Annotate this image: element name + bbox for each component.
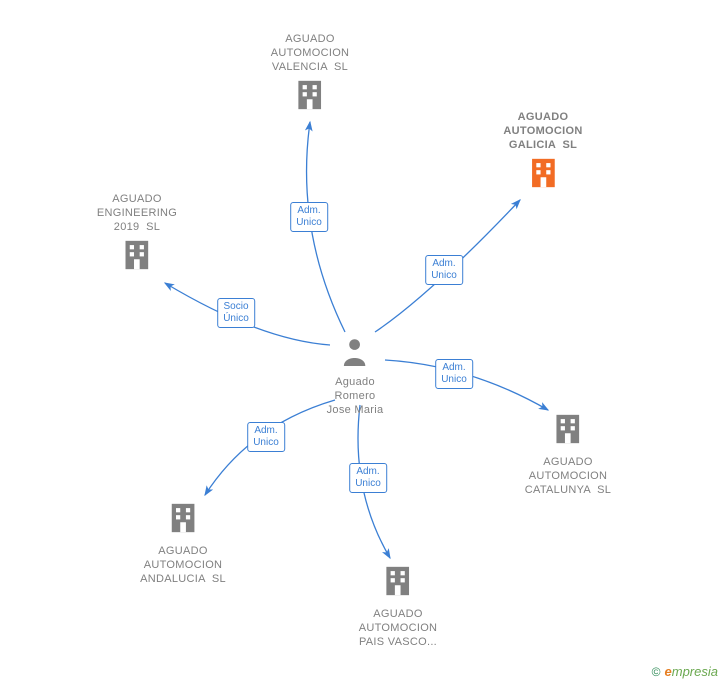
node-label: AGUADO AUTOMOCION PAIS VASCO...	[359, 607, 438, 649]
node-catalunya[interactable]: AGUADO AUTOMOCION CATALUNYA SL	[525, 408, 611, 497]
building-icon-wrapper	[166, 501, 200, 540]
node-label: AGUADO AUTOMOCION CATALUNYA SL	[525, 455, 611, 497]
building-icon	[381, 564, 415, 598]
building-icon-wrapper	[120, 238, 154, 277]
person-icon	[342, 336, 368, 366]
person-icon-wrapper	[342, 336, 368, 371]
edge-label-paisvasco: Adm. Unico	[349, 463, 387, 493]
edge-label-catalunya: Adm. Unico	[435, 359, 473, 389]
building-icon	[526, 156, 560, 190]
node-label: AGUADO ENGINEERING 2019 SL	[97, 192, 177, 234]
node-valencia[interactable]: AGUADO AUTOMOCION VALENCIA SL	[271, 32, 350, 121]
brand-name: empresia	[665, 664, 718, 679]
node-paisvasco[interactable]: AGUADO AUTOMOCION PAIS VASCO...	[359, 560, 438, 649]
building-icon	[551, 412, 585, 446]
edge-label-engineering: Socio Único	[217, 298, 255, 328]
node-engineering[interactable]: AGUADO ENGINEERING 2019 SL	[97, 192, 177, 281]
node-label: AGUADO AUTOMOCION ANDALUCIA SL	[140, 544, 226, 586]
edge-label-andalucia: Adm. Unico	[247, 422, 285, 452]
node-label: AGUADO AUTOMOCION VALENCIA SL	[271, 32, 350, 74]
building-icon	[120, 238, 154, 272]
edge-label-valencia: Adm. Unico	[290, 202, 328, 232]
building-icon	[166, 501, 200, 535]
center-node-person[interactable]: Aguado Romero Jose Maria	[327, 332, 384, 417]
edge-label-galicia: Adm. Unico	[425, 255, 463, 285]
node-label: AGUADO AUTOMOCION GALICIA SL	[503, 110, 582, 152]
building-icon-wrapper	[381, 564, 415, 603]
building-icon	[293, 78, 327, 112]
building-icon-wrapper	[551, 412, 585, 451]
diagram-stage: AGUADO AUTOMOCION VALENCIA SL AGUADO AUT…	[0, 0, 728, 685]
node-andalucia[interactable]: AGUADO AUTOMOCION ANDALUCIA SL	[140, 497, 226, 586]
watermark: © empresia	[652, 664, 718, 679]
node-galicia[interactable]: AGUADO AUTOMOCION GALICIA SL	[503, 110, 582, 199]
building-icon-wrapper	[526, 156, 560, 195]
building-icon-wrapper	[293, 78, 327, 117]
copyright-symbol: ©	[652, 665, 661, 679]
center-node-label: Aguado Romero Jose Maria	[327, 375, 384, 417]
